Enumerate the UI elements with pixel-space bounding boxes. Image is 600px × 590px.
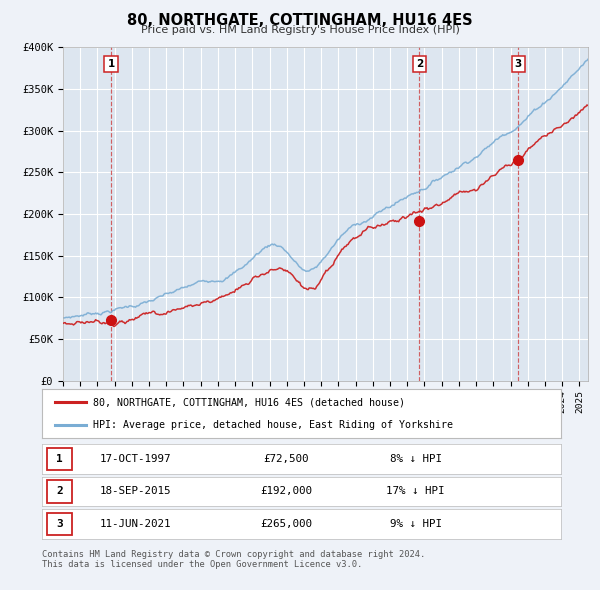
Text: 17% ↓ HPI: 17% ↓ HPI (386, 487, 445, 496)
Text: 3: 3 (514, 59, 522, 69)
Text: 2: 2 (56, 487, 63, 496)
Text: 11-JUN-2021: 11-JUN-2021 (100, 519, 171, 529)
Text: £192,000: £192,000 (260, 487, 312, 496)
Text: 3: 3 (56, 519, 63, 529)
Text: 80, NORTHGATE, COTTINGHAM, HU16 4ES: 80, NORTHGATE, COTTINGHAM, HU16 4ES (127, 13, 473, 28)
Text: 9% ↓ HPI: 9% ↓ HPI (389, 519, 442, 529)
FancyBboxPatch shape (47, 513, 72, 535)
Text: Contains HM Land Registry data © Crown copyright and database right 2024.
This d: Contains HM Land Registry data © Crown c… (42, 550, 425, 569)
Text: 2: 2 (416, 59, 423, 69)
Text: 18-SEP-2015: 18-SEP-2015 (100, 487, 171, 496)
Text: Price paid vs. HM Land Registry's House Price Index (HPI): Price paid vs. HM Land Registry's House … (140, 25, 460, 35)
Text: 1: 1 (107, 59, 115, 69)
Text: 80, NORTHGATE, COTTINGHAM, HU16 4ES (detached house): 80, NORTHGATE, COTTINGHAM, HU16 4ES (det… (93, 398, 405, 408)
Text: HPI: Average price, detached house, East Riding of Yorkshire: HPI: Average price, detached house, East… (93, 419, 453, 430)
FancyBboxPatch shape (47, 448, 72, 470)
Text: £265,000: £265,000 (260, 519, 312, 529)
Text: 8% ↓ HPI: 8% ↓ HPI (389, 454, 442, 464)
Text: 17-OCT-1997: 17-OCT-1997 (100, 454, 171, 464)
Text: 1: 1 (56, 454, 63, 464)
FancyBboxPatch shape (47, 480, 72, 503)
Text: £72,500: £72,500 (263, 454, 308, 464)
